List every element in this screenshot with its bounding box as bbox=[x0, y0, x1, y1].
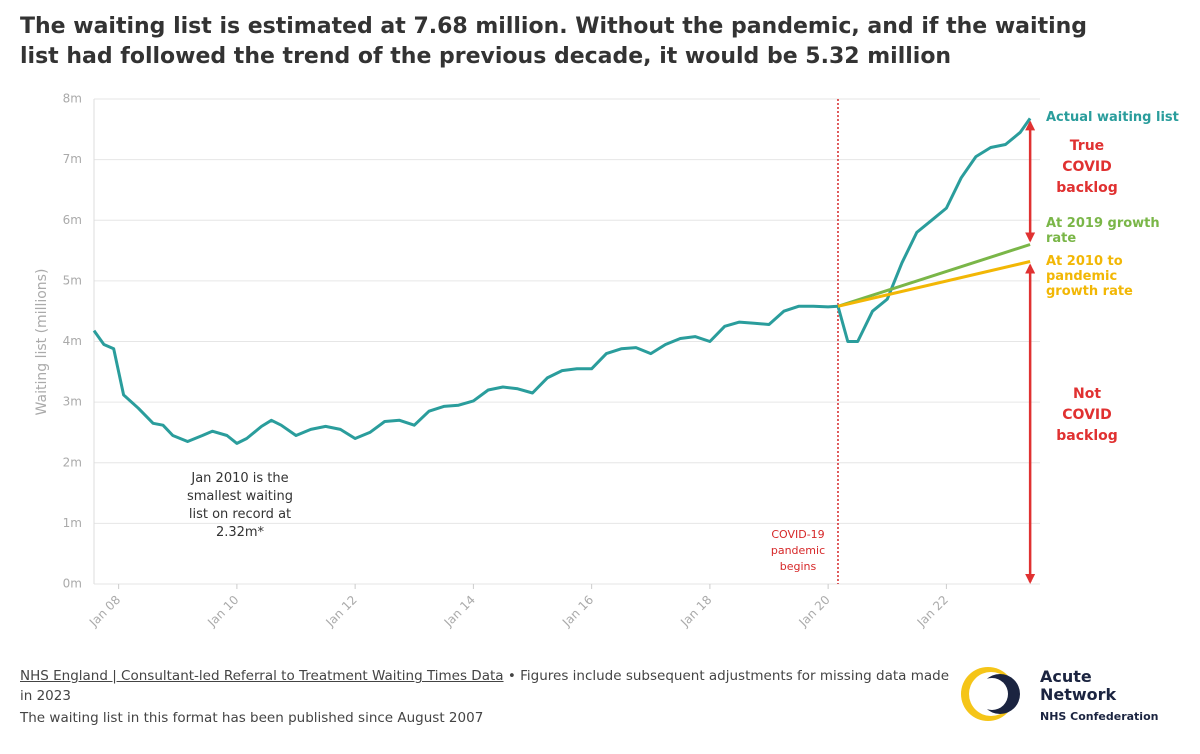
x-tick-label: Jan 22 bbox=[914, 593, 951, 630]
logo-circle bbox=[976, 678, 1008, 710]
x-tick-label: Jan 08 bbox=[86, 593, 123, 630]
y-tick-label: 1m bbox=[63, 516, 82, 530]
series-label: Actual waiting list bbox=[1046, 110, 1179, 125]
x-tick-label: Jan 20 bbox=[796, 593, 833, 630]
source-link[interactable]: NHS England | Consultant-led Referral to… bbox=[20, 668, 504, 684]
logo-mark bbox=[961, 667, 1020, 721]
line-series bbox=[837, 260, 1031, 308]
y-tick-label: 7m bbox=[63, 152, 82, 166]
annotation: Not COVID backlog bbox=[1056, 386, 1118, 444]
x-tick-label: Jan 16 bbox=[559, 593, 596, 630]
y-tick-label: 6m bbox=[63, 213, 82, 227]
y-tick-label: 3m bbox=[63, 395, 82, 409]
y-tick-label: 2m bbox=[63, 455, 82, 469]
y-axis-label: Waiting list (millions) bbox=[34, 269, 50, 416]
logo-line: Acute bbox=[1040, 667, 1092, 686]
annotation: True COVID backlog bbox=[1056, 138, 1118, 196]
line-series bbox=[837, 243, 1031, 308]
note: • Figures include subsequent adjustments… bbox=[20, 668, 950, 704]
chart: Waiting list (millions) 0m 1m 2m 3m 4m 5m 6m 7m… bbox=[34, 92, 1040, 630]
x-tick-label: Jan 18 bbox=[677, 593, 714, 630]
x-tick-label: Jan 12 bbox=[323, 593, 360, 630]
annotation: Jan 2010 is the smallest waiting list on… bbox=[186, 471, 294, 540]
event-label: COVID-19 pandemic begins bbox=[770, 528, 826, 573]
x-tick-label: Jan 14 bbox=[441, 593, 478, 630]
chart-title: The waiting list is estimated at 7.68 mi… bbox=[20, 14, 1088, 69]
y-tick-label: 8m bbox=[63, 92, 82, 106]
footer-note: NHS England | Consultant-led Referral to… bbox=[20, 666, 950, 706]
logo-text: Acute Network NHS Confederation bbox=[1040, 668, 1158, 726]
line-series bbox=[92, 117, 1032, 445]
y-tick-label: 4m bbox=[63, 334, 82, 348]
series-label: At 2019 growth rate bbox=[1046, 216, 1160, 246]
footer-note: The waiting list in this format has been… bbox=[20, 710, 484, 726]
x-tick-label: Jan 10 bbox=[204, 593, 241, 630]
logo-line: NHS Confederation bbox=[1040, 710, 1159, 723]
series-label: At 2010 to pandemic growth rate bbox=[1046, 254, 1133, 299]
y-tick-label: 5m bbox=[63, 273, 82, 287]
y-tick-label: 0m bbox=[63, 577, 82, 591]
logo-line: Network bbox=[1040, 685, 1117, 704]
